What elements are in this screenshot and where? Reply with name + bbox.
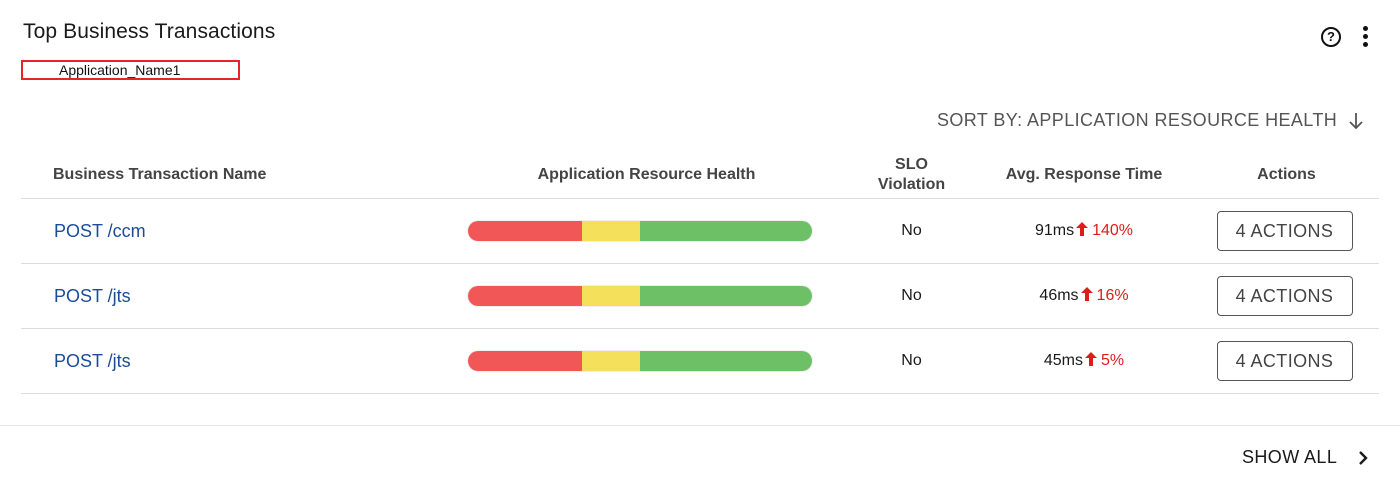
cell-resource-health (444, 328, 849, 394)
avg-response-value: 91ms (1034, 222, 1075, 239)
column-header-health: Application Resource Health (444, 152, 849, 199)
response-time-change: 140% (1092, 222, 1134, 239)
arrow-down-icon[interactable] (1346, 110, 1366, 132)
application-name-text: Application_Name1 (59, 62, 181, 78)
cell-transaction-name: POST /ccm (21, 198, 444, 264)
response-time-change: 5% (1101, 352, 1125, 369)
chevron-right-icon[interactable] (1356, 448, 1370, 468)
show-all-link[interactable]: SHOW ALL (1242, 447, 1338, 467)
column-header-actions: Actions (1194, 152, 1379, 199)
table-row: POST /ccm No 91ms 140% 4 ACTIONS (21, 198, 1379, 264)
health-bar (467, 220, 813, 242)
slo-header-line2: Violation (877, 176, 946, 193)
cell-resource-health (444, 198, 849, 264)
cell-transaction-name: POST /jts (21, 328, 444, 394)
card-title: Top Business Transactions (23, 20, 276, 43)
actions-button[interactable]: 4 ACTIONS (1216, 341, 1353, 381)
arrow-up-icon (1085, 352, 1097, 366)
cell-slo-violation: No (849, 198, 974, 264)
avg-response-value: 46ms (1039, 287, 1079, 304)
health-segment-normal (639, 286, 812, 306)
arrow-up-icon (1080, 287, 1093, 301)
health-segment-normal (639, 351, 812, 371)
transaction-name-link[interactable]: POST /jts (54, 350, 131, 371)
health-segment-critical (468, 286, 582, 306)
column-header-name: Business Transaction Name (21, 152, 444, 199)
cell-avg-response-time: 45ms 5% (974, 328, 1194, 394)
response-time-change: 16% (1096, 287, 1129, 304)
health-segment-normal (639, 221, 812, 241)
arrow-up-icon (1076, 222, 1089, 236)
actions-button[interactable]: 4 ACTIONS (1216, 211, 1353, 251)
transaction-name-link[interactable]: POST /jts (54, 285, 131, 306)
cell-actions: 4 ACTIONS (1194, 263, 1379, 329)
avg-response-value: 45ms (1043, 352, 1083, 369)
slo-violation-value: No (901, 222, 922, 239)
health-segment-warning (581, 351, 640, 371)
avg-response-group: 46ms 16% (1039, 287, 1129, 304)
cell-slo-violation: No (849, 263, 974, 329)
table-body: POST /ccm No 91ms 140% 4 ACTIONS POST /jts No 4… (21, 198, 1379, 394)
column-header-slo: SLO Violation (849, 152, 974, 199)
business-transactions-table: Business Transaction Name Application Re… (21, 152, 1379, 394)
help-icon[interactable]: ? (1321, 27, 1341, 47)
cell-actions: 4 ACTIONS (1194, 198, 1379, 264)
health-bar (467, 285, 813, 307)
footer-divider (0, 425, 1400, 426)
health-bar (467, 350, 813, 372)
table-row: POST /jts No 45ms 5% 4 ACTIONS (21, 328, 1379, 394)
sort-by-label[interactable]: SORT BY: APPLICATION RESOURCE HEALTH (937, 110, 1338, 130)
slo-violation-value: No (901, 352, 922, 369)
cell-avg-response-time: 46ms 16% (974, 263, 1194, 329)
cell-resource-health (444, 263, 849, 329)
kebab-menu-icon[interactable] (1357, 26, 1373, 50)
health-segment-critical (468, 221, 582, 241)
transaction-name-link[interactable]: POST /ccm (54, 220, 146, 241)
slo-header-line1: SLO (895, 156, 928, 173)
actions-button[interactable]: 4 ACTIONS (1216, 276, 1353, 316)
cell-avg-response-time: 91ms 140% (974, 198, 1194, 264)
health-segment-warning (581, 286, 640, 306)
health-segment-critical (468, 351, 582, 371)
health-segment-warning (581, 221, 640, 241)
cell-actions: 4 ACTIONS (1194, 328, 1379, 394)
column-header-avg-response: Avg. Response Time (974, 152, 1194, 199)
avg-response-group: 91ms 140% (1035, 222, 1133, 239)
cell-transaction-name: POST /jts (21, 263, 444, 329)
avg-response-group: 45ms 5% (1044, 352, 1124, 369)
table-row: POST /jts No 46ms 16% 4 ACTIONS (21, 263, 1379, 329)
table-header-row: Business Transaction Name Application Re… (21, 152, 1379, 199)
slo-violation-value: No (901, 287, 922, 304)
application-name-label: Application_Name1 (21, 60, 240, 80)
cell-slo-violation: No (849, 328, 974, 394)
